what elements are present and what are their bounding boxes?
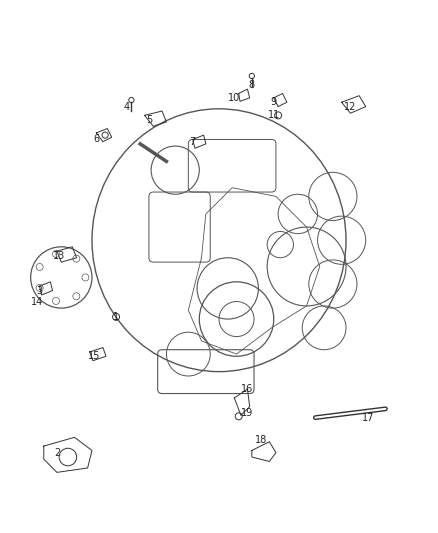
Text: 14: 14 xyxy=(31,296,43,306)
Text: 18: 18 xyxy=(254,434,267,445)
Text: 13: 13 xyxy=(53,251,65,261)
Text: 4: 4 xyxy=(124,102,130,111)
Text: 12: 12 xyxy=(344,102,357,111)
Text: 15: 15 xyxy=(88,351,100,361)
Text: 19: 19 xyxy=(241,408,254,418)
Text: 10: 10 xyxy=(228,93,240,103)
Text: 6: 6 xyxy=(93,134,99,144)
Text: 17: 17 xyxy=(362,413,374,423)
Text: 5: 5 xyxy=(146,115,152,125)
Text: 9: 9 xyxy=(271,97,277,107)
Text: 7: 7 xyxy=(190,136,196,147)
Text: 16: 16 xyxy=(241,384,254,394)
Text: 8: 8 xyxy=(249,80,255,90)
Text: 3: 3 xyxy=(36,286,42,296)
Text: 1: 1 xyxy=(113,312,119,322)
Text: 11: 11 xyxy=(268,110,280,120)
Text: 2: 2 xyxy=(54,448,60,458)
